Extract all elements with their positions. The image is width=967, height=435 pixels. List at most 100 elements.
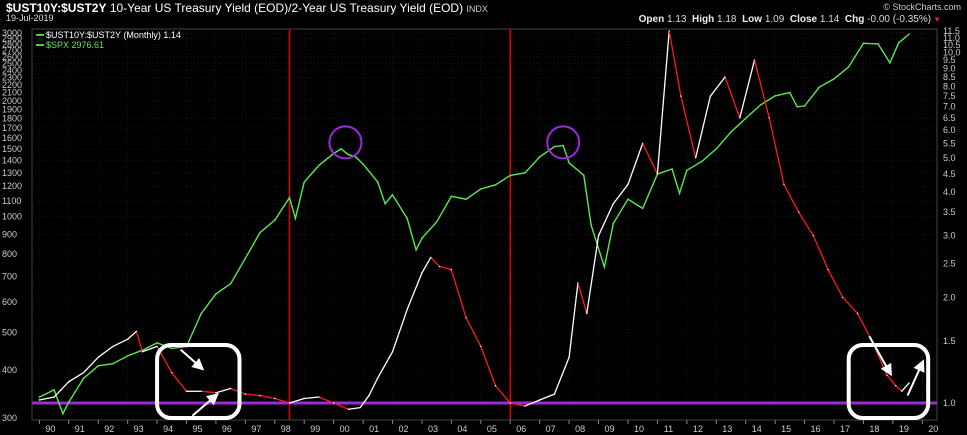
spx-point xyxy=(82,377,85,380)
left-tick-label: 1500 xyxy=(2,144,22,154)
x-tick-label: 03 xyxy=(428,424,438,434)
x-tick-label: 95 xyxy=(193,424,203,434)
spx-point xyxy=(759,104,762,106)
ratio-segment xyxy=(318,396,334,404)
ratio-point xyxy=(908,382,910,384)
spx-point xyxy=(612,222,615,225)
right-tick-label: 11.5 xyxy=(943,26,960,36)
ratio-point xyxy=(68,381,70,383)
ratio-segment xyxy=(439,265,452,271)
ratio-point xyxy=(421,272,423,274)
ratio-point xyxy=(347,408,350,410)
ratio-point xyxy=(274,397,276,400)
arrow-icon xyxy=(906,359,925,396)
spx-point xyxy=(435,220,438,223)
spx-point xyxy=(818,86,821,88)
spx-point xyxy=(897,41,900,44)
ratio-point xyxy=(391,351,394,353)
spx-point xyxy=(700,160,703,163)
left-tick-label: 1100 xyxy=(2,196,21,206)
spx-point xyxy=(97,364,100,367)
spx-point xyxy=(288,196,291,199)
spx-point xyxy=(377,181,379,183)
right-tick-label: 10.0 xyxy=(943,47,961,57)
ratio-point xyxy=(895,385,897,387)
ratio-point xyxy=(553,393,556,395)
ratio-point xyxy=(53,396,55,398)
close-label: Close xyxy=(789,14,818,25)
plot-area xyxy=(31,28,938,421)
ratio-segment xyxy=(597,203,614,236)
left-tick-label: 2600 xyxy=(2,52,22,62)
ratio-point xyxy=(97,356,99,358)
right-tick-label: 6.5 xyxy=(943,113,956,123)
spx-point xyxy=(908,33,910,35)
ratio-point xyxy=(126,338,129,340)
arrow-icon xyxy=(868,335,892,377)
chart-title: $UST10Y:$UST2Y 10-Year US Treasury Yield… xyxy=(6,1,488,15)
spx-point xyxy=(568,162,570,164)
spx-point xyxy=(421,237,423,239)
ratio-point xyxy=(38,399,41,401)
ratio-segment xyxy=(359,395,370,409)
ratio-segment xyxy=(895,385,903,392)
spx-point xyxy=(603,266,606,268)
spx-point xyxy=(671,168,673,170)
left-tick-label: 1000 xyxy=(2,212,22,222)
highlight-box xyxy=(846,343,931,420)
x-tick-label: 90 xyxy=(45,424,55,434)
x-tick-label: 93 xyxy=(134,424,144,434)
low-label: Low xyxy=(742,14,763,25)
ratio-point xyxy=(480,345,482,348)
ratio-point xyxy=(827,268,829,271)
right-tick-label: 2.5 xyxy=(943,258,956,268)
arrow-icon xyxy=(179,348,205,371)
annotations xyxy=(155,125,931,420)
x-tick-label: 10 xyxy=(634,424,644,434)
spx-point xyxy=(126,355,129,357)
left-tick-label: 1600 xyxy=(2,133,22,143)
close-value: 1.14 xyxy=(819,14,840,25)
right-tick-label: 5.0 xyxy=(943,153,956,163)
ratio-segment xyxy=(753,59,770,119)
brand-watermark: © StockCharts.com xyxy=(883,2,961,12)
spx-point xyxy=(803,105,806,107)
spx-point xyxy=(538,156,541,158)
x-tick-label: 96 xyxy=(222,424,232,434)
x-tick-label: 20 xyxy=(928,424,938,434)
x-tick-label: 19 xyxy=(899,424,909,434)
left-tick-label: 1900 xyxy=(2,104,22,114)
spx-point xyxy=(200,312,203,315)
ratio-point xyxy=(856,312,859,315)
ratio-point xyxy=(259,394,261,397)
x-tick-label: 07 xyxy=(546,424,556,434)
left-tick-label: 900 xyxy=(2,229,17,239)
spx-point xyxy=(562,144,565,147)
ratio-segment xyxy=(901,382,910,392)
ratio-point xyxy=(842,296,844,299)
x-tick-label: 98 xyxy=(281,424,291,434)
ratio-point xyxy=(332,402,335,404)
left-tick-label: 500 xyxy=(2,328,17,338)
spx-point xyxy=(244,257,247,260)
ratio-segment xyxy=(368,377,379,396)
ratio-segment xyxy=(135,331,143,352)
spx-point xyxy=(274,219,276,221)
ratio-segment xyxy=(259,394,275,400)
right-tick-label: 5.5 xyxy=(943,138,956,148)
chart-header: $UST10Y:$UST2Y 10-Year US Treasury Yield… xyxy=(0,0,967,25)
x-axis: 90 91 92 93 94 95 96 97 98 99 00 01 02 03 04 05 06 07 08 09… xyxy=(38,420,938,434)
spx-point xyxy=(553,145,556,148)
x-tick-label: 09 xyxy=(605,424,615,434)
ratio-point xyxy=(641,142,644,145)
x-tick-label: 97 xyxy=(251,424,261,434)
left-tick-label: 2300 xyxy=(2,72,22,82)
ratio-segment xyxy=(886,374,897,387)
ratio-point xyxy=(171,372,173,374)
ratio-segment xyxy=(656,30,670,174)
ratio-segment xyxy=(553,357,570,395)
right-tick-label: 11.0 xyxy=(943,33,960,43)
right-tick-label: 7.0 xyxy=(943,102,956,112)
ratio-segment xyxy=(39,396,55,401)
